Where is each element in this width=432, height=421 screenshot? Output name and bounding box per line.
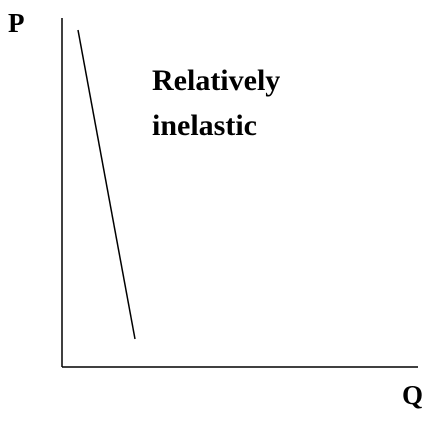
curve-label-line: inelastic bbox=[152, 109, 257, 142]
demand-curve bbox=[77, 29, 136, 340]
curve-label-line: Relatively bbox=[152, 64, 280, 97]
x-axis-label: Q bbox=[402, 380, 423, 410]
y-axis-label: P bbox=[8, 8, 25, 38]
